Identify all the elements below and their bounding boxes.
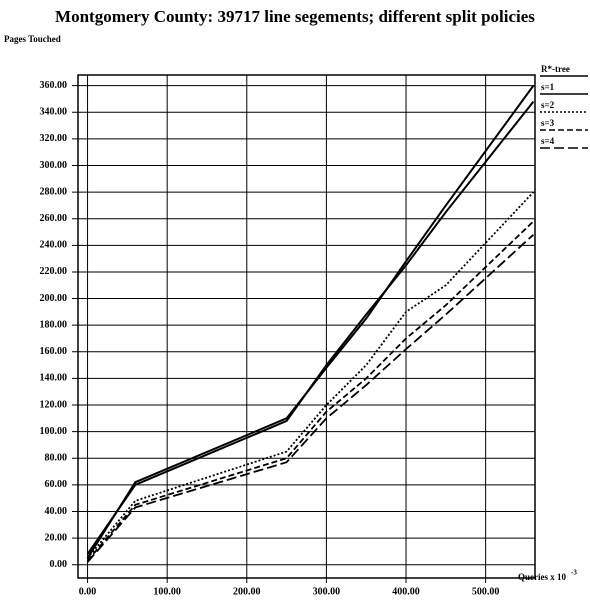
y-tick-label: 300.00 [40,160,68,171]
legend-label: s=3 [541,118,555,128]
y-tick-label: 260.00 [40,213,68,224]
y-tick-label: 340.00 [40,107,68,118]
legend-label: s=2 [541,100,555,110]
x-axis-label: Queries x 10 [518,572,566,582]
chart-title: Montgomery County: 39717 line segements;… [55,7,535,26]
y-tick-label: 40.00 [45,506,68,517]
y-tick-label: 240.00 [40,240,68,251]
y-tick-label: 80.00 [45,453,68,464]
x-axis-label-exponent: -3 [571,569,577,577]
series-line [86,234,535,563]
legend-label: R*-tree [541,64,570,74]
y-tick-label: 200.00 [40,293,68,304]
y-tick-label: 180.00 [40,319,68,330]
x-tick-label: 200.00 [233,586,261,597]
y-tick-label: 20.00 [45,532,68,543]
x-tick-label: 300.00 [313,586,341,597]
x-tick-label: 400.00 [392,586,420,597]
series-line [86,220,535,562]
y-tick-label: 60.00 [45,479,68,490]
y-tick-label: 0.00 [50,559,68,570]
series-line [86,191,535,559]
y-tick-label: 280.00 [40,186,68,197]
series-line [86,85,535,559]
x-tick-label: 100.00 [153,586,181,597]
plot-frame [77,74,536,579]
y-tick-label: 120.00 [40,399,68,410]
y-tick-label: 160.00 [40,346,68,357]
y-tick-label: 100.00 [40,426,68,437]
y-axis-label: Pages Touched [4,34,61,44]
y-tick-label: 140.00 [40,373,68,384]
y-tick-label: 320.00 [40,133,68,144]
legend-label: s=4 [541,136,555,146]
series-line [86,100,535,555]
y-tick-label: 220.00 [40,266,68,277]
legend-label: s=1 [541,82,555,92]
y-tick-label: 360.00 [40,80,68,91]
x-tick-label: 500.00 [472,586,500,597]
x-tick-label: 0.00 [79,586,97,597]
